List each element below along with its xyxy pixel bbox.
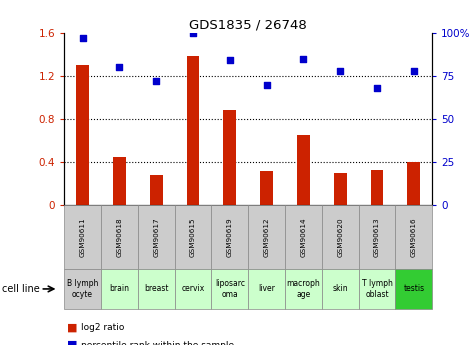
Text: log2 ratio: log2 ratio — [81, 323, 124, 332]
Text: cervix: cervix — [181, 284, 205, 294]
Bar — [76, 65, 89, 205]
Text: macroph
age: macroph age — [286, 279, 320, 299]
Text: breast: breast — [144, 284, 169, 294]
Text: GSM90612: GSM90612 — [264, 217, 270, 257]
Bar — [223, 110, 236, 205]
Point — [373, 85, 381, 91]
Bar — [187, 57, 200, 205]
Text: GSM90613: GSM90613 — [374, 217, 380, 257]
Text: testis: testis — [403, 284, 424, 294]
Text: cell line: cell line — [2, 284, 40, 294]
Point — [410, 68, 418, 73]
Text: GSM90618: GSM90618 — [116, 217, 123, 257]
Title: GDS1835 / 26748: GDS1835 / 26748 — [190, 19, 307, 32]
Bar — [334, 173, 347, 205]
Text: GSM90616: GSM90616 — [411, 217, 417, 257]
Text: GSM90611: GSM90611 — [79, 217, 86, 257]
Text: B lymph
ocyte: B lymph ocyte — [67, 279, 98, 299]
Text: GSM90615: GSM90615 — [190, 217, 196, 257]
Text: percentile rank within the sample: percentile rank within the sample — [81, 341, 234, 345]
Point — [300, 56, 307, 61]
Text: ■: ■ — [66, 323, 77, 333]
Point — [226, 58, 234, 63]
Text: liver: liver — [258, 284, 275, 294]
Bar — [150, 175, 162, 205]
Point — [336, 68, 344, 73]
Text: T lymph
oblast: T lymph oblast — [361, 279, 392, 299]
Text: GSM90614: GSM90614 — [300, 217, 306, 257]
Text: skin: skin — [332, 284, 348, 294]
Point — [79, 35, 86, 41]
Text: GSM90617: GSM90617 — [153, 217, 159, 257]
Bar — [260, 171, 273, 205]
Bar — [408, 162, 420, 205]
Bar — [370, 170, 383, 205]
Text: ■: ■ — [66, 340, 77, 345]
Text: liposarc
oma: liposarc oma — [215, 279, 245, 299]
Point — [115, 65, 123, 70]
Point — [189, 30, 197, 36]
Text: GSM90620: GSM90620 — [337, 217, 343, 257]
Bar — [297, 135, 310, 205]
Bar — [113, 157, 126, 205]
Point — [263, 82, 270, 87]
Text: GSM90619: GSM90619 — [227, 217, 233, 257]
Text: brain: brain — [109, 284, 129, 294]
Point — [152, 78, 160, 84]
